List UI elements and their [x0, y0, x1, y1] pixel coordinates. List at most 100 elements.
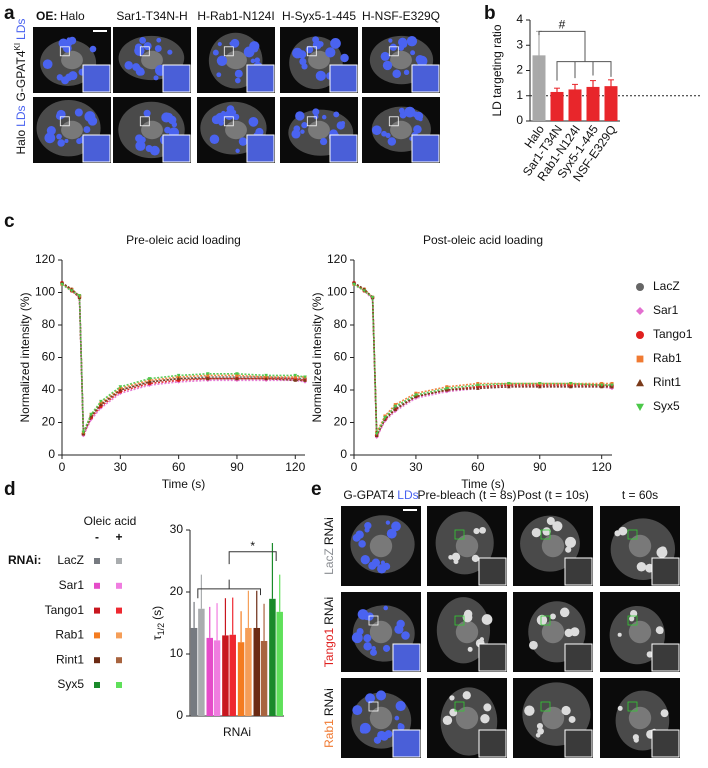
column-header-ld: LDs: [397, 488, 418, 502]
data-point: [414, 393, 418, 397]
lipid-droplet: [248, 116, 259, 127]
micrograph: [280, 97, 358, 163]
data-point: [99, 402, 103, 407]
inset: [392, 643, 421, 672]
micrograph: [600, 678, 680, 758]
legend-swatch: [116, 682, 122, 688]
inset: [651, 557, 680, 586]
nucleus: [61, 120, 83, 140]
panel-letter: d: [4, 479, 16, 500]
lipid-droplet: [229, 41, 234, 46]
lipid-droplet: [359, 722, 371, 734]
legend-label: Sar1: [653, 303, 679, 317]
legend-swatch: [116, 607, 122, 614]
y-tick-label: 0: [340, 447, 347, 461]
roi-box: [388, 116, 399, 127]
lipid-droplet: [243, 46, 255, 58]
micrograph: [513, 506, 593, 586]
data-point: [568, 382, 573, 386]
micrograph: [113, 27, 191, 93]
lipid-droplet: [293, 125, 301, 133]
significance-bracket: [228, 551, 277, 565]
data-point: [476, 383, 480, 387]
lipid-droplet: [224, 110, 234, 120]
lipid-droplet: [380, 51, 390, 61]
lipid-droplet: [217, 41, 222, 47]
lipid-droplet: [216, 55, 228, 66]
lipid-droplet: [397, 722, 403, 728]
data-point: [352, 282, 356, 287]
puncta: [481, 614, 493, 625]
data-point: [374, 432, 379, 436]
series-line: [353, 282, 612, 436]
x-tick-label: 90: [230, 460, 244, 474]
roi-box: [59, 116, 70, 127]
micrograph: [280, 27, 358, 93]
lipid-droplet: [209, 134, 220, 145]
row-label-suffix: RNAi: [322, 517, 336, 545]
roi-box: [627, 529, 638, 540]
lipid-droplet: [76, 138, 83, 145]
data-point: [393, 407, 398, 411]
lipid-droplet: [363, 634, 372, 643]
lipid-droplet: [384, 730, 393, 738]
data-point: [303, 378, 307, 382]
legend-label: Syx5: [57, 677, 84, 691]
lipid-droplet: [358, 540, 366, 548]
data-point: [81, 430, 86, 435]
lipid-droplet: [238, 137, 248, 146]
y-tick-label: 40: [42, 382, 56, 396]
row-label-suffix: RNAi: [322, 597, 336, 625]
row-label-gene: Rab1: [322, 719, 336, 748]
lipid-droplet: [254, 57, 261, 63]
lipid-droplet: [364, 527, 370, 533]
puncta: [656, 547, 668, 558]
data-point: [393, 403, 397, 407]
bar: [550, 91, 564, 121]
lipid-droplet: [398, 107, 405, 114]
micrograph: [197, 27, 275, 93]
puncta: [559, 607, 570, 618]
puncta: [549, 613, 556, 620]
lipid-droplet: [65, 73, 73, 82]
legend-swatch: [94, 582, 100, 589]
legend-swatch: [116, 582, 122, 589]
series-line: [353, 283, 613, 438]
puncta: [467, 646, 473, 652]
puncta: [617, 632, 622, 637]
micrograph: [197, 97, 275, 163]
legend-swatch: [94, 682, 100, 688]
series-line: [61, 282, 306, 435]
lipid-droplet: [300, 129, 305, 134]
lipid-droplet: [386, 528, 397, 539]
legend-label: Tango1: [653, 327, 693, 341]
row-label-suffix: RNAi: [322, 688, 336, 716]
roi-box: [368, 615, 379, 626]
puncta: [658, 629, 664, 634]
micrograph: [113, 97, 191, 163]
lipid-droplet: [143, 109, 151, 117]
lipid-droplet: [312, 108, 320, 116]
column-header: Post (t = 10s): [517, 488, 589, 502]
lipid-droplet: [149, 145, 160, 156]
legend-label: Syx5: [653, 399, 680, 413]
puncta: [632, 734, 639, 741]
lipid-droplet: [377, 564, 387, 574]
roi-box: [223, 116, 234, 127]
nucleus: [369, 534, 393, 558]
row-label: Halo LDs: [14, 105, 28, 154]
y-tick-label: 120: [35, 252, 55, 266]
puncta: [542, 527, 551, 536]
inset: [246, 134, 275, 163]
lipid-droplet: [235, 77, 241, 84]
y-tick-label: 1: [516, 88, 523, 102]
bar: [604, 86, 618, 121]
inset: [411, 134, 440, 163]
puncta: [449, 708, 458, 717]
data-point: [89, 412, 93, 417]
data-point: [206, 376, 210, 381]
data-point: [362, 289, 367, 293]
data-point: [293, 378, 298, 382]
lipid-droplet: [59, 39, 68, 48]
bar: [276, 611, 283, 716]
